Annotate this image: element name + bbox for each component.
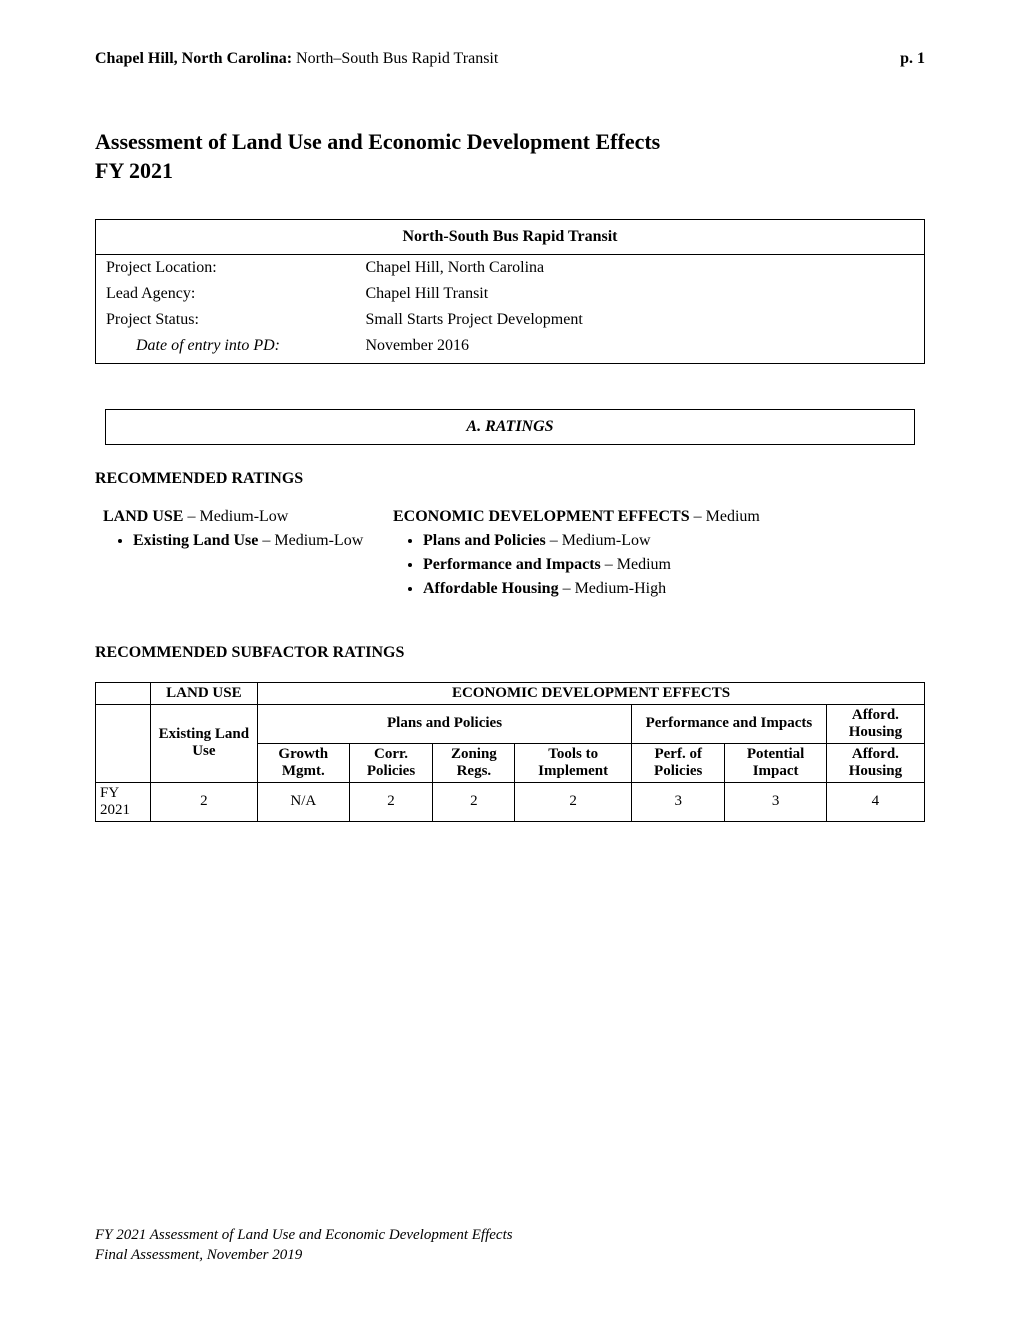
bullet-rest: – Medium (601, 556, 671, 573)
footer-line-1: FY 2021 Assessment of Land Use and Econo… (95, 1226, 513, 1246)
list-item: Performance and Impacts – Medium (423, 556, 925, 574)
land-use-heading-bold: LAND USE (103, 508, 183, 525)
col-tools-implement: Tools to Implement (515, 743, 632, 782)
col-afford-housing: Afford. Housing (826, 743, 924, 782)
subfactor-table: LAND USE ECONOMIC DEVELOPMENT EFFECTS Ex… (95, 682, 925, 822)
cell-value: 3 (632, 782, 725, 821)
bullet-bold: Performance and Impacts (423, 556, 601, 573)
table-row: Existing Land Use Plans and Policies Per… (96, 704, 925, 743)
col-existing-land-use: Existing Land Use (150, 704, 257, 782)
land-use-bullets: Existing Land Use – Medium-Low (103, 532, 393, 550)
page-header: Chapel Hill, North Carolina: North–South… (95, 50, 925, 68)
project-row-label: Date of entry into PD: (96, 333, 356, 364)
bullet-bold: Plans and Policies (423, 532, 546, 549)
col-group-plans: Plans and Policies (258, 704, 632, 743)
header-location-bold: Chapel Hill, North Carolina: (95, 50, 292, 67)
project-row-value: Chapel Hill, North Carolina (356, 254, 925, 281)
cell-value: 2 (515, 782, 632, 821)
econ-dev-bullets: Plans and Policies – Medium-Low Performa… (393, 532, 925, 598)
header-location: Chapel Hill, North Carolina: North–South… (95, 50, 498, 68)
blank-cell (96, 682, 151, 704)
cell-value: 2 (433, 782, 515, 821)
project-name: North-South Bus Rapid Transit (96, 219, 925, 254)
blank-cell (96, 704, 151, 782)
list-item: Affordable Housing – Medium-High (423, 580, 925, 598)
cell-value: 4 (826, 782, 924, 821)
recommended-ratings-heading: RECOMMENDED RATINGS (95, 470, 925, 488)
bullet-bold: Affordable Housing (423, 580, 559, 597)
project-row-value: Small Starts Project Development (356, 307, 925, 333)
list-item: Existing Land Use – Medium-Low (133, 532, 393, 550)
bullet-rest: – Medium-Low (258, 532, 363, 549)
land-use-heading: LAND USE – Medium-Low (103, 508, 393, 526)
project-info-table: North-South Bus Rapid Transit Project Lo… (95, 219, 925, 364)
col-corr-policies: Corr. Policies (349, 743, 433, 782)
bullet-rest: – Medium-Low (546, 532, 651, 549)
econ-dev-heading: ECONOMIC DEVELOPMENT EFFECTS – Medium (393, 508, 925, 526)
header-page-number: p. 1 (900, 50, 925, 68)
fiscal-year: FY 2021 (95, 158, 925, 184)
col-perf-policies: Perf. of Policies (632, 743, 725, 782)
page-footer: FY 2021 Assessment of Land Use and Econo… (95, 1226, 513, 1265)
col-zoning-regs: Zoning Regs. (433, 743, 515, 782)
subfactor-heading: RECOMMENDED SUBFACTOR RATINGS (95, 644, 925, 662)
project-row-label: Lead Agency: (96, 281, 356, 307)
econ-dev-heading-rating: – Medium (690, 508, 760, 525)
project-row-label: Project Status: (96, 307, 356, 333)
table-row: Project Status: Small Starts Project Dev… (96, 307, 925, 333)
ratings-columns: LAND USE – Medium-Low Existing Land Use … (95, 508, 925, 604)
col-group-econ-dev: ECONOMIC DEVELOPMENT EFFECTS (258, 682, 925, 704)
econ-dev-heading-bold: ECONOMIC DEVELOPMENT EFFECTS (393, 508, 690, 525)
cell-value: 2 (150, 782, 257, 821)
header-location-rest: North–South Bus Rapid Transit (292, 50, 498, 67)
col-group-afford: Afford. Housing (826, 704, 924, 743)
cell-value: 3 (725, 782, 826, 821)
project-row-value: November 2016 (356, 333, 925, 364)
bullet-bold: Existing Land Use (133, 532, 258, 549)
list-item: Plans and Policies – Medium-Low (423, 532, 925, 550)
footer-line-2: Final Assessment, November 2019 (95, 1246, 513, 1266)
table-row: Lead Agency: Chapel Hill Transit (96, 281, 925, 307)
col-potential-impact: Potential Impact (725, 743, 826, 782)
col-growth-mgmt: Growth Mgmt. (258, 743, 350, 782)
ratings-section-label: A. RATINGS (105, 409, 915, 445)
project-row-value: Chapel Hill Transit (356, 281, 925, 307)
land-use-heading-rating: – Medium-Low (183, 508, 288, 525)
row-label: FY 2021 (96, 782, 151, 821)
cell-value: N/A (258, 782, 350, 821)
page-title: Assessment of Land Use and Economic Deve… (95, 128, 925, 156)
land-use-column: LAND USE – Medium-Low Existing Land Use … (103, 508, 393, 604)
col-group-performance: Performance and Impacts (632, 704, 827, 743)
cell-value: 2 (349, 782, 433, 821)
bullet-rest: – Medium-High (559, 580, 667, 597)
col-group-land-use: LAND USE (150, 682, 257, 704)
table-row: Project Location: Chapel Hill, North Car… (96, 254, 925, 281)
econ-dev-column: ECONOMIC DEVELOPMENT EFFECTS – Medium Pl… (393, 508, 925, 604)
project-row-label: Project Location: (96, 254, 356, 281)
table-row: LAND USE ECONOMIC DEVELOPMENT EFFECTS (96, 682, 925, 704)
table-row: Date of entry into PD: November 2016 (96, 333, 925, 364)
table-row: FY 2021 2 N/A 2 2 2 3 3 4 (96, 782, 925, 821)
